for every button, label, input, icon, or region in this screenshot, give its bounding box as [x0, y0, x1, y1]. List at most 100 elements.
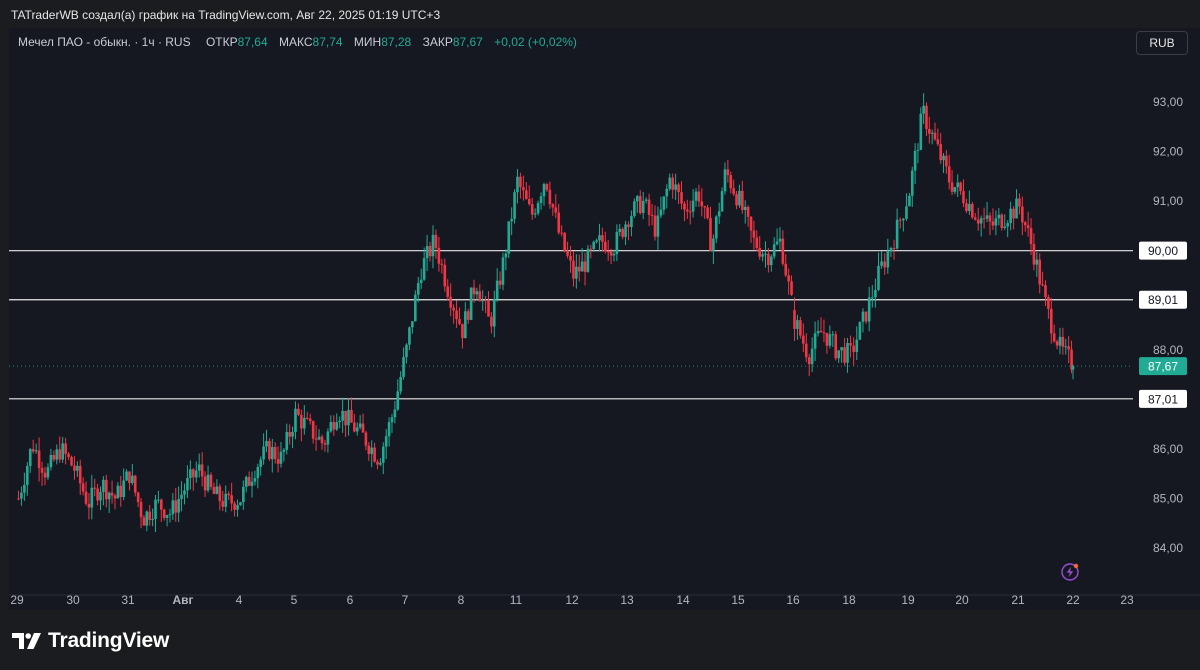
candle-body	[487, 300, 490, 317]
candle-body	[52, 455, 56, 460]
candle-body	[484, 300, 487, 302]
candle-body	[332, 422, 336, 430]
candle-body	[772, 244, 776, 257]
time-tick-label: 21	[1011, 593, 1025, 607]
candle-body	[268, 441, 271, 460]
lightning-alert-icon[interactable]	[1061, 563, 1079, 581]
candle-body	[300, 414, 303, 429]
candle-body	[902, 218, 905, 221]
price-chart[interactable]: 84,0085,0086,0087,0088,0089,0090,0091,00…	[9, 28, 1200, 610]
candle-body	[624, 224, 627, 237]
candle-body	[189, 469, 192, 478]
candle-body	[919, 113, 923, 150]
candle-body	[472, 287, 476, 295]
candle-body	[825, 332, 829, 346]
candle-body	[174, 500, 178, 513]
legend-close-value: 87,67	[452, 35, 483, 49]
candle-body	[793, 310, 796, 329]
candle-body	[133, 475, 137, 493]
currency-button[interactable]: RUB	[1136, 31, 1188, 55]
candle-body	[495, 280, 499, 299]
candle-body	[816, 330, 820, 334]
candle-body	[504, 253, 508, 258]
candle-body	[58, 449, 62, 460]
candle-body	[612, 253, 616, 256]
candle-body	[630, 216, 633, 228]
candle-body	[46, 467, 50, 478]
chart-frame[interactable]: 84,0085,0086,0087,0088,0089,0090,0091,00…	[9, 28, 1200, 610]
candle-body	[314, 438, 318, 440]
candle-body	[452, 307, 455, 311]
candle-body	[1061, 336, 1065, 347]
candle-body	[139, 502, 143, 518]
candle-body	[1032, 244, 1036, 265]
time-tick-label: 19	[901, 593, 915, 607]
candle-body	[361, 423, 365, 433]
level-price-label: 87,01	[1148, 392, 1178, 406]
candle-body	[601, 235, 604, 242]
candle-body	[621, 228, 624, 237]
candle-body	[64, 443, 67, 454]
candle-body	[522, 187, 525, 191]
candle-body	[686, 209, 689, 212]
candle-body	[396, 391, 400, 410]
candle-body	[125, 471, 128, 481]
candle-body	[1049, 308, 1053, 334]
candle-body	[870, 297, 874, 299]
candle-body	[606, 251, 610, 253]
candle-body	[78, 465, 82, 484]
candle-body	[1035, 259, 1039, 265]
candle-body	[96, 488, 99, 501]
candle-body	[212, 486, 216, 494]
candle-body	[297, 408, 300, 415]
price-tick-label: 84,00	[1153, 541, 1183, 555]
level-price-box	[1139, 290, 1187, 309]
candle-body	[449, 296, 452, 308]
candle-body	[965, 203, 968, 212]
candle-body	[437, 247, 441, 264]
candle-body	[706, 207, 709, 218]
candle-body	[37, 450, 41, 469]
candle-body	[1009, 208, 1012, 224]
candle-body	[236, 505, 239, 510]
candle-body	[218, 486, 222, 502]
candle-body	[344, 410, 347, 426]
candle-body	[575, 266, 578, 279]
candle-body	[247, 476, 251, 486]
candle-body	[819, 330, 823, 333]
candle-body	[877, 265, 880, 290]
last-price-box	[1139, 357, 1187, 376]
candle-body	[913, 150, 917, 171]
candle-body	[530, 204, 534, 215]
candle-body	[973, 217, 977, 220]
candle-body	[551, 204, 555, 208]
candle-body	[151, 519, 154, 521]
candle-body	[341, 410, 344, 421]
candle-body	[910, 170, 914, 196]
candle-body	[807, 357, 811, 365]
candle-body	[662, 196, 666, 210]
level-price-label: 89,01	[1148, 293, 1178, 307]
candle-body	[259, 459, 263, 467]
candle-body	[353, 422, 356, 432]
candle-body	[864, 311, 868, 322]
candle-body	[1071, 366, 1075, 370]
candle-body	[804, 343, 808, 358]
candle-body	[886, 251, 890, 268]
candle-body	[790, 281, 793, 295]
tradingview-brand[interactable]: TradingView	[12, 629, 169, 653]
candle-body	[1044, 285, 1047, 298]
candle-body	[936, 139, 940, 145]
candle-body	[317, 436, 321, 440]
symbol-legend: Мечел ПАО - обыкн. · 1ч · RUS ОТКР87,64 …	[18, 35, 585, 49]
candle-body	[746, 206, 750, 217]
candle-body	[837, 350, 840, 359]
candle-body	[609, 251, 613, 256]
candle-body	[671, 177, 674, 190]
price-tick-label: 93,00	[1153, 95, 1183, 109]
candle-body	[370, 447, 374, 455]
candle-body	[393, 409, 397, 418]
candle-body	[769, 256, 773, 266]
candle-body	[338, 420, 341, 423]
candle-body	[364, 432, 368, 446]
